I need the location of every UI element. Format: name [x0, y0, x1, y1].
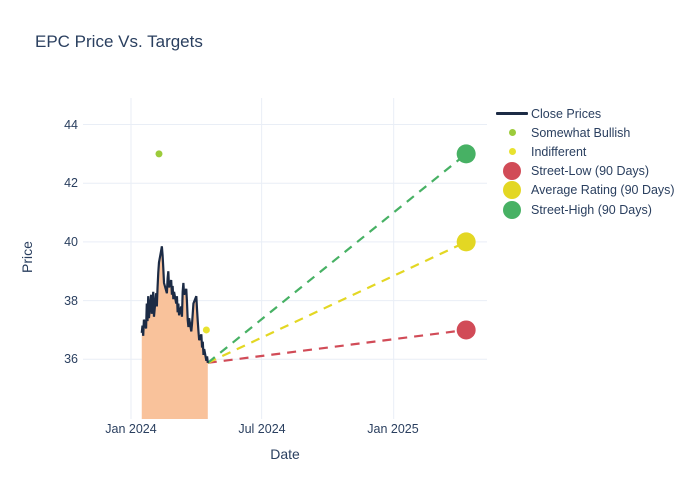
- rating-dot: [155, 150, 163, 158]
- legend-label: Indifferent: [531, 144, 587, 159]
- y-tick-36: 36: [64, 352, 78, 367]
- y-tick-44: 44: [64, 117, 78, 132]
- legend-item-street-high[interactable]: Street-High (90 Days): [493, 200, 675, 219]
- y-tick-42: 42: [64, 176, 78, 191]
- price-target-dot: [456, 232, 476, 252]
- price-target-dot: [456, 320, 476, 340]
- legend-label: Street-High (90 Days): [531, 202, 652, 217]
- target-projection-line: [207, 152, 467, 364]
- price-target-dot: [456, 144, 476, 164]
- y-axis-title: Price: [19, 241, 35, 273]
- x-tick-jan-2025: Jan 2025: [367, 422, 419, 436]
- street-low-dot-icon: [503, 162, 521, 181]
- legend: Close Prices Somewhat Bullish Indifferen…: [493, 104, 675, 219]
- legend-item-close-prices[interactable]: Close Prices: [493, 104, 675, 123]
- target-projection-line: [207, 328, 467, 364]
- close-prices-line-swatch-icon: [496, 112, 528, 115]
- chart-title: EPC Price Vs. Targets: [35, 32, 203, 51]
- legend-label: Close Prices: [531, 106, 602, 121]
- y-tick-38: 38: [64, 293, 78, 308]
- x-tick-jul-2024: Jul 2024: [238, 422, 286, 436]
- average-rating-dot-icon: [503, 181, 521, 200]
- x-axis-title: Date: [270, 446, 300, 462]
- legend-label: Average Rating (90 Days): [531, 183, 675, 198]
- street-high-dot-icon: [503, 200, 521, 219]
- legend-label: Street-Low (90 Days): [531, 164, 650, 179]
- legend-label: Somewhat Bullish: [531, 125, 631, 140]
- close-prices-line: [140, 246, 209, 363]
- indifferent-dot-icon: [508, 148, 516, 156]
- legend-item-average-rating[interactable]: Average Rating (90 Days): [493, 181, 675, 200]
- rating-dot: [202, 326, 210, 334]
- legend-item-street-low[interactable]: Street-Low (90 Days): [493, 162, 675, 181]
- target-projection-line: [207, 240, 467, 364]
- x-tick-jan-2024: Jan 2024: [105, 422, 157, 436]
- legend-item-somewhat-bullish[interactable]: Somewhat Bullish: [493, 123, 675, 142]
- legend-item-indifferent[interactable]: Indifferent: [493, 142, 675, 161]
- y-tick-40: 40: [64, 234, 78, 249]
- somewhat-bullish-dot-icon: [508, 129, 516, 137]
